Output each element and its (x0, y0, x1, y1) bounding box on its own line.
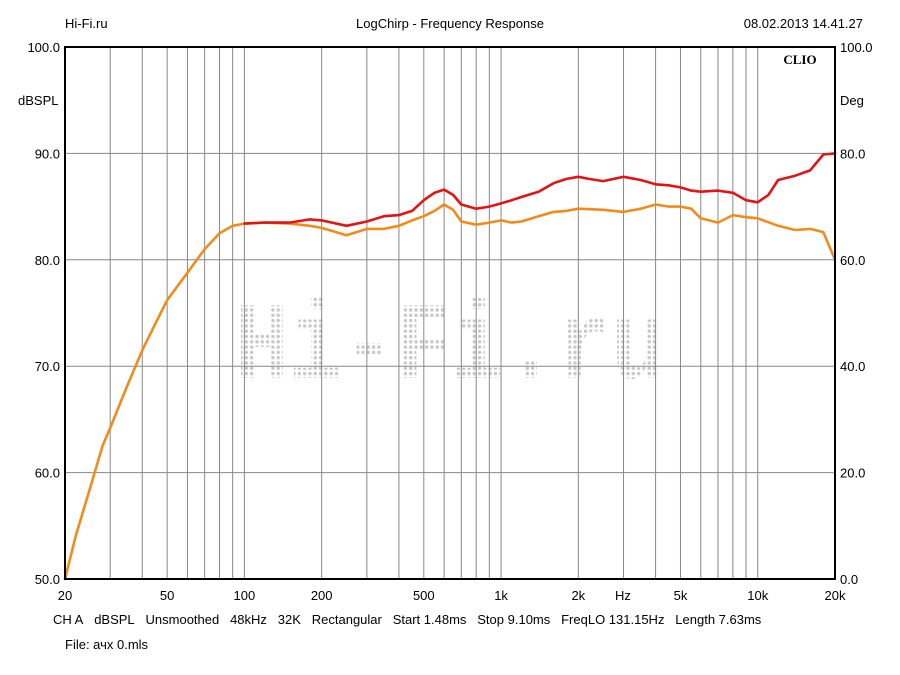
brand-badge (778, 51, 822, 68)
header-left: Hi-Fi.ru (65, 16, 108, 31)
left-tick-label: 80.0 (35, 253, 60, 268)
footer-param: 48kHz (230, 612, 267, 627)
chart-title: LogChirp - Frequency Response (356, 16, 544, 31)
footer-param: Length 7.63ms (675, 612, 762, 627)
right-tick-label: 100.0 (840, 40, 873, 55)
right-tick-label: 80.0 (840, 146, 865, 161)
x-tick-label: 500 (413, 588, 435, 603)
orange-response-line (63, 203, 837, 581)
x-tick-label: 10k (747, 588, 768, 603)
right-tick-label: 60.0 (840, 253, 865, 268)
x-tick-label: 50 (160, 588, 174, 603)
footer-file: File: ачх 0.mls (65, 637, 149, 652)
x-tick-label: 200 (311, 588, 333, 603)
left-tick-label: 60.0 (35, 466, 60, 481)
footer-params: CH A dBSPL Unsmoothed 48kHz 32K Rectangu… (53, 612, 761, 627)
footer-param: FreqLO 131.15Hz (561, 612, 665, 627)
right-tick-label: 20.0 (840, 466, 865, 481)
red-response-line (243, 152, 837, 228)
x-tick-label: 20 (58, 588, 72, 603)
x-tick-label: 5k (674, 588, 688, 603)
watermark-text: Hi-Fi.ru (235, 287, 665, 412)
x-tick-label: 100 (234, 588, 256, 603)
x-tick-label: 20k (825, 588, 846, 603)
right-tick-label: 0.0 (840, 572, 858, 587)
x-axis-unit: Hz (615, 588, 631, 603)
header-timestamp: 08.02.2013 14.41.27 (743, 16, 863, 31)
footer-param: Rectangular (311, 612, 382, 627)
left-axis-unit: dBSPL (18, 93, 59, 108)
x-tick-label: 1k (494, 588, 508, 603)
right-axis-unit: Deg (840, 93, 864, 108)
footer-param: dBSPL (94, 612, 135, 627)
footer-param: Start 1.48ms (392, 612, 467, 627)
right-tick-label: 40.0 (840, 359, 865, 374)
x-tick-label: 2k (571, 588, 585, 603)
clio-brand-label: CLIO (783, 52, 816, 67)
plot-frame (64, 46, 836, 580)
footer-param: 32K (277, 612, 301, 627)
footer-param: Unsmoothed (145, 612, 220, 627)
footer-param: Stop 9.10ms (477, 612, 551, 627)
left-tick-label: 90.0 (35, 146, 60, 161)
left-tick-label: 70.0 (35, 359, 60, 374)
left-tick-label: 50.0 (35, 572, 60, 587)
hifi-watermark: Hi-Fi.ru (235, 287, 665, 412)
left-tick-label: 100.0 (27, 40, 60, 55)
footer-param: CH A (53, 612, 84, 627)
